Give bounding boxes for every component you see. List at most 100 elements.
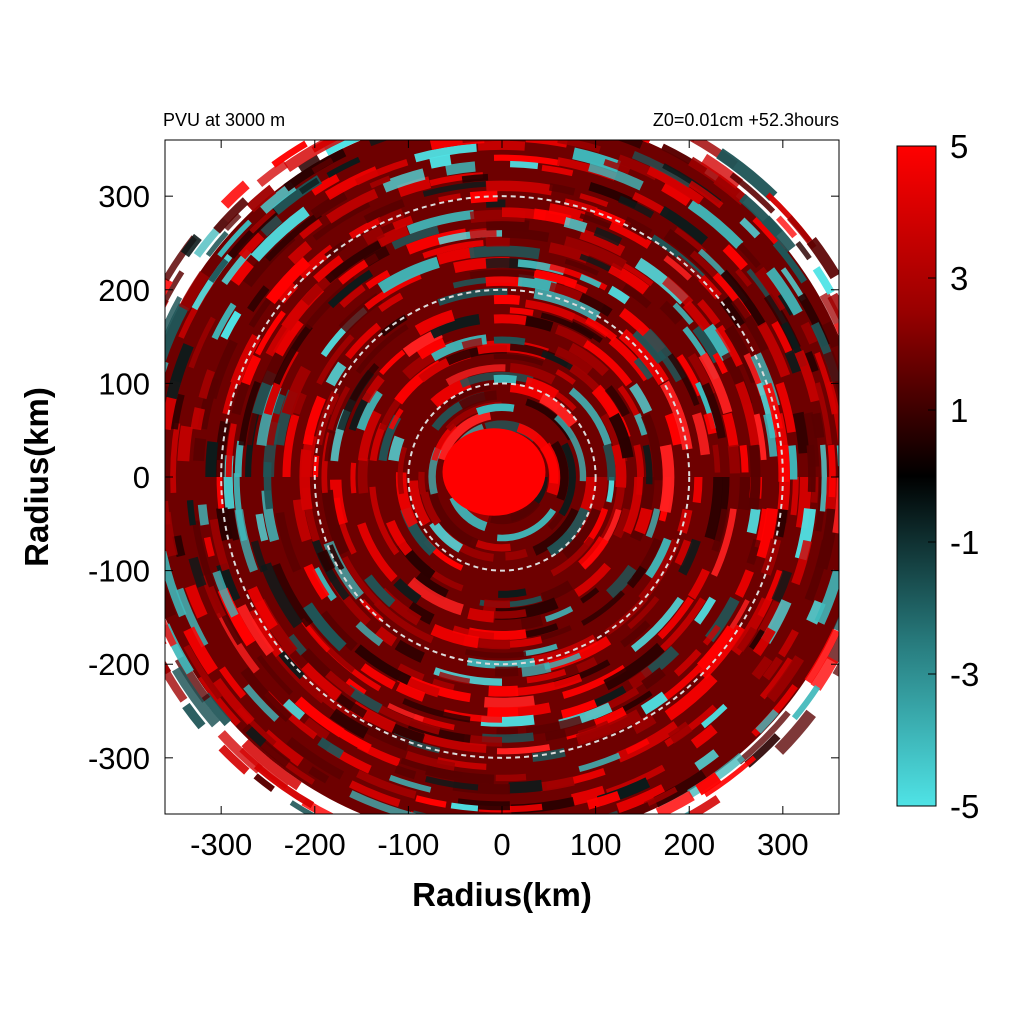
heatmap-cell	[746, 508, 761, 534]
heatmap-cell	[406, 601, 435, 625]
y-tick-label: 100	[98, 366, 150, 401]
heatmap-cell	[510, 160, 539, 170]
heatmap-cell	[272, 175, 323, 215]
heatmap-cell	[661, 182, 692, 207]
heatmap-cell	[568, 387, 612, 446]
heatmap-cell	[634, 413, 649, 436]
heatmap-cell	[388, 408, 404, 430]
heatmap-cell	[485, 236, 510, 247]
heatmap-cell	[298, 218, 323, 240]
heatmap-cell	[507, 862, 541, 864]
heatmap-cell	[298, 177, 320, 195]
heatmap-cell	[546, 507, 591, 558]
heatmap-cell	[849, 383, 858, 428]
heatmap-cell	[659, 206, 709, 245]
heatmap-cell	[625, 738, 650, 755]
heatmap-cell	[756, 507, 778, 560]
heatmap-cell	[498, 588, 527, 598]
heatmap-cell	[602, 443, 616, 481]
heatmap-cell	[418, 471, 427, 495]
heatmap-cell	[402, 698, 471, 723]
heatmap-cell	[667, 721, 693, 744]
heatmap-cell	[510, 106, 540, 108]
heatmap-cell	[697, 299, 721, 326]
heatmap-cell	[302, 602, 347, 652]
heatmap-cell	[521, 661, 552, 677]
heatmap-cell	[465, 648, 527, 659]
heatmap-cell	[303, 563, 330, 600]
heatmap-cell	[212, 677, 255, 726]
heatmap-cell	[532, 507, 581, 556]
heatmap-cell	[508, 779, 543, 794]
heatmap-cell	[469, 245, 541, 260]
heatmap-cell	[345, 678, 367, 696]
heatmap-cell	[688, 180, 724, 209]
heatmap-cell	[393, 578, 422, 604]
heatmap-cell	[190, 407, 205, 431]
heatmap-cell	[607, 285, 630, 305]
heatmap-cell	[219, 666, 247, 699]
heatmap-cell	[588, 161, 644, 191]
heatmap-cell	[233, 473, 248, 542]
heatmap-cell	[645, 508, 661, 539]
heatmap-cell	[882, 509, 888, 552]
heatmap-cell	[735, 268, 752, 287]
heatmap-cell	[303, 717, 330, 741]
heatmap-cell	[405, 750, 456, 772]
heatmap-cell	[702, 624, 721, 646]
heatmap-cell	[493, 314, 528, 326]
heatmap-cell	[627, 595, 660, 630]
heatmap-cell	[819, 444, 827, 512]
heatmap-cell	[607, 262, 650, 295]
heatmap-cell	[475, 403, 515, 416]
heatmap-cell	[518, 857, 573, 863]
heatmap-cell	[579, 193, 609, 208]
heatmap-cell	[804, 539, 831, 602]
heatmap-cell	[488, 685, 519, 697]
heatmap-cell	[633, 444, 644, 496]
heatmap-cell	[640, 691, 669, 715]
heatmap-cell	[328, 544, 345, 571]
x-tick-label: 0	[493, 827, 510, 862]
heatmap-cell	[672, 302, 694, 325]
heatmap-cell	[517, 274, 558, 293]
heatmap-cell	[631, 150, 693, 188]
heatmap-cell	[397, 446, 408, 495]
heatmap-cell	[810, 412, 825, 439]
heatmap-cell	[326, 156, 361, 178]
heatmap-cell	[400, 104, 439, 113]
heatmap-cell	[542, 89, 594, 98]
heatmap-cell	[729, 172, 776, 214]
heatmap-cell	[806, 600, 826, 625]
heatmap-cell	[493, 374, 517, 384]
heatmap-cell	[554, 391, 577, 412]
colorbar-tick-label: -3	[950, 656, 979, 693]
heatmap-cell	[821, 321, 839, 349]
heatmap-cell	[568, 342, 609, 377]
heatmap-cell	[247, 586, 278, 631]
heatmap-cell	[790, 476, 799, 516]
heatmap-cell	[827, 444, 836, 498]
heatmap-cell	[638, 538, 681, 602]
heatmap-cell	[871, 445, 872, 466]
heatmap-cell	[629, 383, 653, 415]
heatmap-cell	[794, 349, 820, 403]
heatmap-cell	[555, 369, 576, 385]
heatmap-cell	[542, 128, 564, 131]
heatmap-cell	[496, 813, 526, 814]
reference-circle-300	[220, 195, 784, 759]
heatmap-cell	[188, 556, 207, 588]
heatmap-cell	[321, 489, 350, 556]
heatmap-cell	[220, 180, 250, 209]
heatmap-cell	[425, 488, 479, 550]
reference-circles	[220, 195, 784, 759]
heatmap-cell	[213, 197, 249, 234]
heatmap-cell	[483, 599, 511, 612]
heatmap-cell	[674, 539, 693, 567]
heatmap-cell	[605, 564, 638, 599]
heatmap-cell	[151, 487, 154, 525]
heatmap-cell	[178, 271, 210, 312]
heatmap-cell	[364, 272, 422, 310]
heatmap-cell	[485, 219, 530, 232]
heatmap-cell	[394, 639, 425, 663]
